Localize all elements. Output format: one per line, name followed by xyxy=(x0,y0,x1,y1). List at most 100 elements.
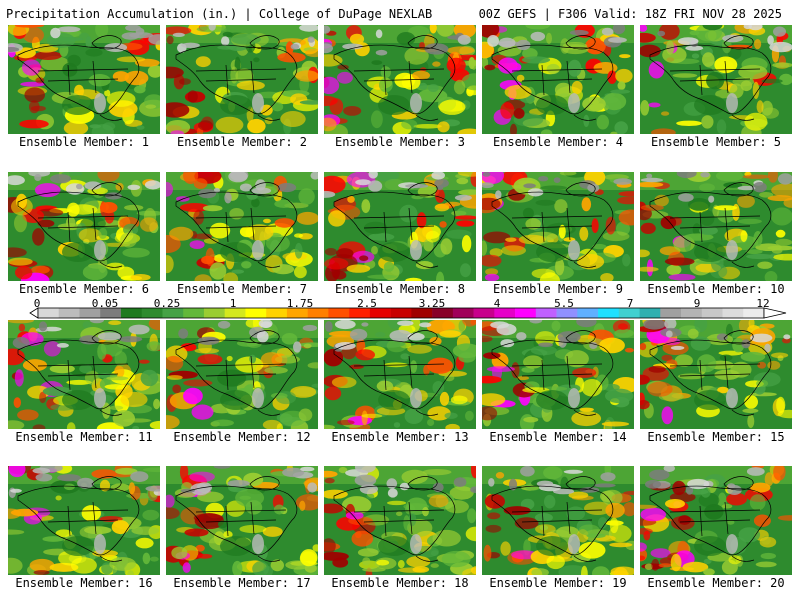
colorbar-segment xyxy=(245,308,267,318)
colorbar-segment xyxy=(162,308,184,318)
precip-field xyxy=(324,320,476,429)
precip-field xyxy=(8,172,160,281)
precip-field xyxy=(482,172,634,281)
colorbar-segment xyxy=(328,308,350,318)
colorbar-segment xyxy=(577,308,599,318)
ensemble-map-13 xyxy=(324,320,476,429)
member-caption: Ensemble Member: 17 xyxy=(173,576,311,590)
colorbar-segment xyxy=(681,308,703,318)
colorbar-segment xyxy=(286,308,308,318)
colorbar-segment xyxy=(79,308,101,318)
ensemble-map-1 xyxy=(8,25,160,134)
member-caption: Ensemble Member: 7 xyxy=(176,282,308,296)
colorbar-segment xyxy=(452,308,474,318)
colorbar xyxy=(29,307,787,319)
colorbar-segment xyxy=(515,308,537,318)
colorbar-segment xyxy=(100,308,122,318)
ensemble-map-4 xyxy=(482,25,634,134)
colorbar-tick-label: 0.25 xyxy=(153,297,181,310)
member-caption: Ensemble Member: 12 xyxy=(173,430,311,444)
colorbar-tick-label: 2.5 xyxy=(357,297,377,310)
precip-field xyxy=(8,320,160,429)
ensemble-map-2 xyxy=(166,25,318,134)
precip-field xyxy=(640,320,792,429)
precip-field xyxy=(482,466,634,575)
member-caption: Ensemble Member: 16 xyxy=(15,576,153,590)
colorbar-tick-label: 0 xyxy=(33,297,41,310)
member-caption: Ensemble Member: 18 xyxy=(331,576,469,590)
member-caption: Ensemble Member: 15 xyxy=(647,430,785,444)
precip-field xyxy=(324,466,476,575)
colorbar-tick-label: 1 xyxy=(229,297,237,310)
ensemble-map-20 xyxy=(640,466,792,575)
colorbar-segment xyxy=(494,308,516,318)
colorbar-tick-label: 1.75 xyxy=(286,297,314,310)
colorbar-segment xyxy=(369,308,391,318)
ensemble-map-7 xyxy=(166,172,318,281)
colorbar-segment xyxy=(411,308,433,318)
colorbar-tick-label: 4 xyxy=(493,297,501,310)
colorbar-segment xyxy=(349,308,371,318)
precip-field xyxy=(482,320,634,429)
colorbar-tick-label: 7 xyxy=(626,297,634,310)
colorbar-segment xyxy=(141,308,163,318)
precip-field xyxy=(482,25,634,134)
ensemble-map-19 xyxy=(482,466,634,575)
precip-field xyxy=(166,466,318,575)
precip-field xyxy=(166,25,318,134)
precip-field xyxy=(640,466,792,575)
colorbar-segment xyxy=(701,308,723,318)
colorbar-segment xyxy=(432,308,454,318)
member-caption: Ensemble Member: 1 xyxy=(18,135,150,149)
colorbar-tick-label: 3.25 xyxy=(418,297,446,310)
colorbar-segment xyxy=(722,308,744,318)
colorbar-tick-label: 5.5 xyxy=(554,297,574,310)
ensemble-map-14 xyxy=(482,320,634,429)
colorbar-segment xyxy=(660,308,682,318)
colorbar-max-arrow xyxy=(763,307,787,319)
member-caption: Ensemble Member: 5 xyxy=(650,135,782,149)
colorbar-tick-label: 0.05 xyxy=(91,297,119,310)
colorbar-segment xyxy=(307,308,329,318)
colorbar-segment xyxy=(556,308,578,318)
ensemble-map-12 xyxy=(166,320,318,429)
colorbar-segment xyxy=(203,308,225,318)
colorbar-segment xyxy=(598,308,620,318)
colorbar-tick-label: 12 xyxy=(756,297,770,310)
ensemble-map-18 xyxy=(324,466,476,575)
ensemble-map-15 xyxy=(640,320,792,429)
ensemble-map-11 xyxy=(8,320,160,429)
precip-field xyxy=(324,172,476,281)
colorbar-segment xyxy=(535,308,557,318)
member-caption: Ensemble Member: 13 xyxy=(331,430,469,444)
member-caption: Ensemble Member: 2 xyxy=(176,135,308,149)
member-caption: Ensemble Member: 14 xyxy=(489,430,627,444)
member-caption: Ensemble Member: 9 xyxy=(492,282,624,296)
run-info: 00Z GEFS | F306 Valid: 18Z FRI NOV 28 20… xyxy=(478,7,782,21)
colorbar-segment xyxy=(743,308,765,318)
ensemble-map-6 xyxy=(8,172,160,281)
colorbar-segment xyxy=(38,308,60,318)
member-caption: Ensemble Member: 19 xyxy=(489,576,627,590)
colorbar-segment xyxy=(183,308,205,318)
colorbar-tick-label: 9 xyxy=(693,297,701,310)
ensemble-map-3 xyxy=(324,25,476,134)
member-caption: Ensemble Member: 20 xyxy=(647,576,785,590)
ensemble-map-17 xyxy=(166,466,318,575)
member-caption: Ensemble Member: 8 xyxy=(334,282,466,296)
ensemble-map-9 xyxy=(482,172,634,281)
colorbar-segment xyxy=(639,308,661,318)
colorbar-segment xyxy=(224,308,246,318)
precip-field xyxy=(640,172,792,281)
precip-field xyxy=(8,466,160,575)
chart-title: Precipitation Accumulation (in.) | Colle… xyxy=(6,7,433,21)
colorbar-segment xyxy=(473,308,495,318)
precip-field xyxy=(8,25,160,134)
member-caption: Ensemble Member: 11 xyxy=(15,430,153,444)
colorbar-segment xyxy=(58,308,80,318)
member-caption: Ensemble Member: 6 xyxy=(18,282,150,296)
colorbar-segment xyxy=(120,308,143,318)
precip-field xyxy=(640,25,792,134)
member-caption: Ensemble Member: 10 xyxy=(647,282,785,296)
ensemble-map-10 xyxy=(640,172,792,281)
